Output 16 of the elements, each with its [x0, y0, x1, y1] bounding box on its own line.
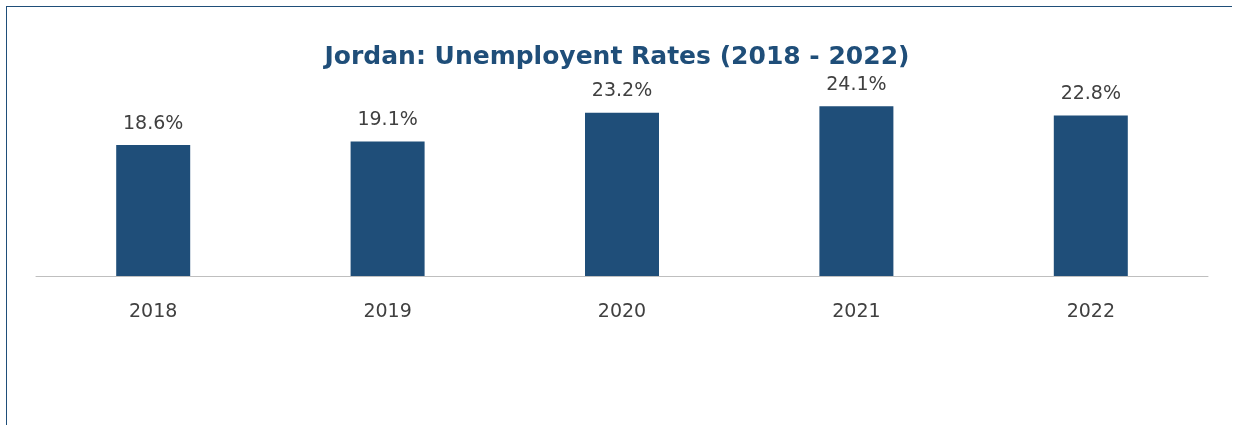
bar [350, 141, 425, 276]
x-tick-label: 2019 [363, 298, 412, 321]
data-label: 23.2% [591, 78, 653, 101]
bar [116, 145, 191, 276]
bar [1053, 115, 1128, 276]
bar [585, 112, 659, 276]
x-tick-label: 2020 [597, 298, 647, 321]
x-tick-label: 2022 [1066, 298, 1115, 321]
data-label: 24.1% [826, 71, 887, 94]
bar [819, 106, 894, 276]
data-label: 19.1% [357, 107, 418, 130]
data-label: 18.6% [123, 110, 184, 133]
x-tick-label: 2018 [129, 298, 178, 321]
data-label: 22.8% [1060, 80, 1121, 103]
x-tick-label: 2021 [832, 298, 881, 321]
chart-title: Jordan: Unemployent Rates (2018 - 2022) [322, 41, 910, 70]
